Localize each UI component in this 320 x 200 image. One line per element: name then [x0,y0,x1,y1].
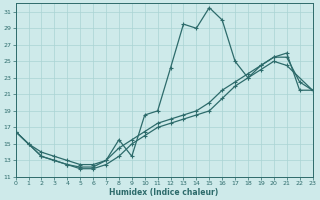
X-axis label: Humidex (Indice chaleur): Humidex (Indice chaleur) [109,188,219,197]
